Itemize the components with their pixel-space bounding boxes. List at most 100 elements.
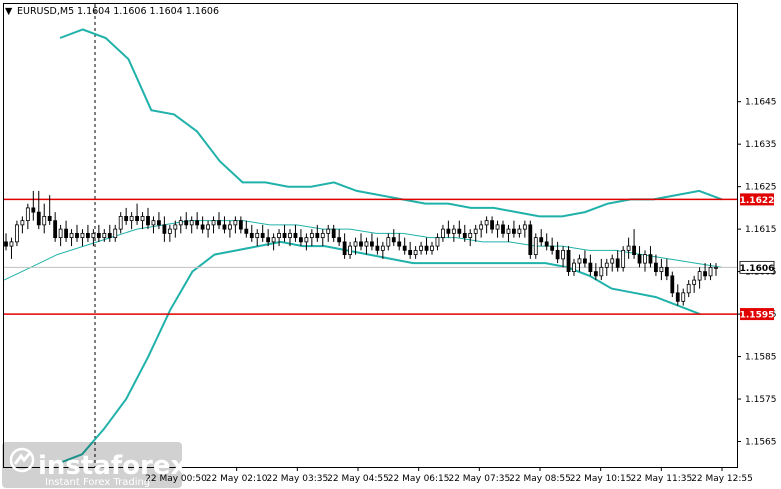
candle-body — [370, 241, 374, 247]
candle-body — [550, 245, 555, 251]
candle — [637, 246, 642, 268]
candle-body — [659, 266, 664, 273]
candle-body — [260, 232, 265, 239]
candle — [593, 263, 598, 281]
candle — [430, 241, 434, 255]
candle-body — [25, 207, 30, 222]
candle — [577, 254, 582, 272]
candle — [397, 233, 402, 251]
candle-body — [222, 224, 227, 230]
candle — [370, 233, 374, 251]
candle — [599, 258, 604, 281]
candle — [64, 220, 68, 242]
candle-body — [490, 220, 494, 230]
candle — [146, 207, 150, 230]
candle-body — [577, 258, 582, 264]
candle-body — [654, 262, 658, 273]
x-tick-label: 22 May 12:55 — [691, 474, 753, 484]
candle — [654, 254, 658, 276]
candle-body — [299, 237, 303, 243]
candle-body — [249, 232, 254, 239]
candle — [359, 233, 363, 251]
candle-body — [86, 232, 90, 239]
candle-body — [615, 258, 620, 268]
candle — [4, 233, 8, 251]
instaforex-watermark: instaforex Instant Forex Trading — [2, 442, 188, 488]
candle-body — [419, 245, 423, 251]
candle-body — [446, 228, 451, 234]
candle — [446, 220, 451, 238]
candle — [102, 229, 107, 242]
candle-body — [664, 266, 669, 277]
candle — [129, 212, 134, 230]
candle-layer — [4, 190, 718, 306]
candle-body — [681, 292, 686, 302]
x-tick-label: 22 May 03:35 — [266, 474, 328, 484]
candle-body — [430, 245, 434, 251]
candle — [162, 216, 167, 242]
candle — [550, 237, 555, 255]
candle — [632, 229, 636, 259]
candle — [15, 220, 19, 247]
symbol-label: EURUSD,M5 — [17, 6, 74, 17]
candle — [555, 241, 560, 264]
candle — [107, 224, 112, 242]
candle — [643, 250, 647, 272]
candle-body — [495, 224, 500, 230]
candle-body — [282, 232, 287, 239]
candle-body — [304, 237, 309, 243]
candle-body — [271, 237, 276, 243]
candle-body — [96, 232, 101, 239]
candle-body — [391, 237, 396, 243]
candle-body — [151, 220, 156, 226]
candle — [299, 229, 303, 247]
candle — [621, 246, 626, 272]
y-tick-label: 1.1645 — [745, 98, 777, 108]
candle — [675, 284, 680, 306]
candle — [282, 224, 287, 242]
level-lines — [4, 198, 737, 315]
candle — [353, 237, 358, 255]
candle — [364, 237, 369, 255]
candle-body — [572, 262, 576, 273]
candle-body — [91, 232, 96, 239]
menu-arrow-icon[interactable]: ▼ — [5, 6, 13, 17]
candle — [20, 216, 25, 234]
candle-body — [228, 224, 232, 230]
candle-body — [588, 262, 593, 273]
candle-body — [288, 232, 292, 239]
candle-body — [9, 241, 14, 247]
candle — [113, 224, 118, 242]
candle — [386, 233, 391, 251]
candle — [293, 224, 298, 242]
candle — [473, 224, 478, 242]
ohlc-readout: 1.1604 1.1606 1.1604 1.1606 — [77, 6, 219, 17]
watermark-brand: instaforex — [38, 451, 188, 481]
candle-body — [555, 249, 560, 260]
candle-body — [244, 228, 249, 234]
candle — [539, 229, 544, 247]
candle-body — [293, 232, 298, 239]
candle — [708, 263, 713, 281]
candle-body — [697, 271, 702, 281]
candle-body — [75, 232, 79, 239]
candle-body — [20, 220, 25, 226]
y-tick-label: 1.1615 — [745, 225, 777, 235]
candle — [391, 229, 396, 247]
candle — [25, 203, 30, 230]
candle-body — [107, 232, 112, 239]
y-tick-label: 1.1585 — [745, 353, 777, 363]
candle — [413, 246, 418, 259]
candle-body — [544, 241, 549, 247]
candle — [271, 233, 276, 251]
level-badge — [740, 193, 774, 206]
candle — [714, 263, 718, 276]
candle — [703, 263, 707, 281]
candle — [195, 212, 200, 230]
candle-body — [157, 220, 161, 226]
candle-body — [15, 224, 19, 243]
moving-average-line — [3, 220, 723, 281]
candle — [375, 237, 380, 255]
